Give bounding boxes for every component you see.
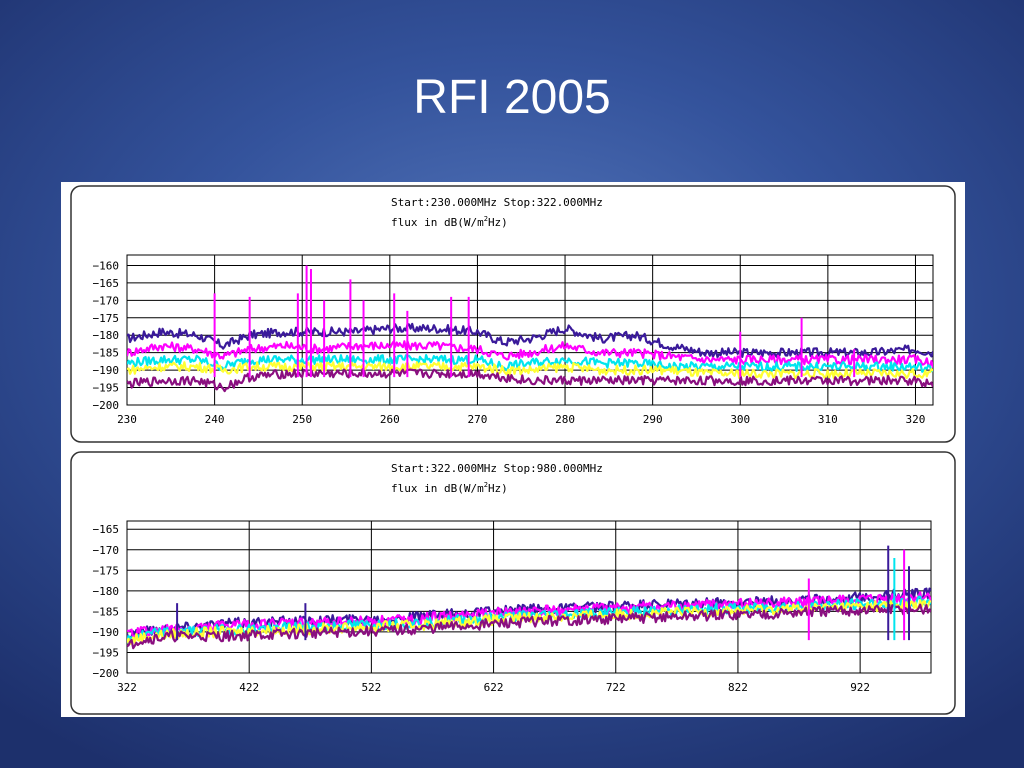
x-tick-label: 522 — [361, 681, 381, 694]
x-tick-label: 270 — [467, 413, 487, 426]
y-tick-label: −185 — [93, 347, 120, 360]
series-trace-2 — [127, 340, 933, 368]
x-tick-label: 310 — [818, 413, 838, 426]
x-tick-label: 722 — [606, 681, 626, 694]
chart-title-range: Start:230.000MHz Stop:322.000MHz — [391, 196, 603, 209]
x-tick-label: 320 — [906, 413, 926, 426]
y-tick-label: −200 — [93, 399, 120, 412]
chart-title-units: flux in dB(W/m2Hz) — [391, 215, 508, 229]
x-tick-label: 290 — [643, 413, 663, 426]
y-tick-label: −190 — [93, 626, 120, 639]
y-tick-label: −200 — [93, 667, 120, 680]
x-tick-label: 280 — [555, 413, 575, 426]
y-tick-label: −175 — [93, 564, 120, 577]
y-tick-label: −180 — [93, 585, 120, 598]
plot-series-group — [127, 545, 931, 650]
slide-title: RFI 2005 — [413, 71, 611, 124]
chart-title-units: flux in dB(W/m2Hz) — [391, 481, 508, 495]
x-tick-label: 822 — [728, 681, 748, 694]
series-trace-5 — [127, 368, 933, 393]
y-tick-label: −170 — [93, 294, 120, 307]
x-tick-label: 230 — [117, 413, 137, 426]
plot-series-group — [127, 265, 933, 393]
y-tick-label: −175 — [93, 312, 120, 325]
y-tick-label: −170 — [93, 544, 120, 557]
spectrum-figure: Start:230.000MHz Stop:322.000MHz flux in … — [61, 182, 965, 717]
chart-frame — [70, 185, 956, 443]
y-tick-label: −195 — [93, 382, 120, 395]
x-tick-label: 240 — [205, 413, 225, 426]
plot-area-border — [126, 254, 934, 406]
y-tick-label: −165 — [93, 523, 120, 536]
units-suffix: Hz) — [488, 482, 508, 495]
chart-title-range: Start:322.000MHz Stop:980.000MHz — [391, 462, 603, 475]
y-tick-label: −195 — [93, 646, 120, 659]
y-tick-label: −180 — [93, 329, 120, 342]
x-tick-label: 260 — [380, 413, 400, 426]
chart-panel-1: Start:230.000MHz Stop:322.000MHz flux in … — [70, 185, 956, 443]
units-superscript: 2 — [484, 215, 488, 223]
x-tick-label: 422 — [239, 681, 259, 694]
y-tick-label: −165 — [93, 277, 120, 290]
series-trace-5 — [127, 603, 931, 650]
x-tick-label: 300 — [730, 413, 750, 426]
x-tick-label: 250 — [292, 413, 312, 426]
y-tick-label: −160 — [93, 259, 120, 272]
units-prefix: flux in dB(W/m — [391, 216, 484, 229]
units-suffix: Hz) — [488, 216, 508, 229]
series-trace-4 — [127, 361, 933, 380]
chart-panel-2: Start:322.000MHz Stop:980.000MHz flux in … — [70, 451, 956, 715]
x-tick-label: 922 — [850, 681, 870, 694]
y-tick-label: −190 — [93, 364, 120, 377]
spectrum-figure-svg: Start:230.000MHz Stop:322.000MHz flux in … — [70, 185, 956, 715]
units-superscript: 2 — [484, 481, 488, 489]
plot-area-border — [126, 520, 932, 674]
chart-frame — [70, 451, 956, 715]
x-tick-label: 622 — [484, 681, 504, 694]
x-tick-label: 322 — [117, 681, 137, 694]
y-tick-label: −185 — [93, 605, 120, 618]
series-trace-3 — [127, 354, 933, 373]
units-prefix: flux in dB(W/m — [391, 482, 484, 495]
